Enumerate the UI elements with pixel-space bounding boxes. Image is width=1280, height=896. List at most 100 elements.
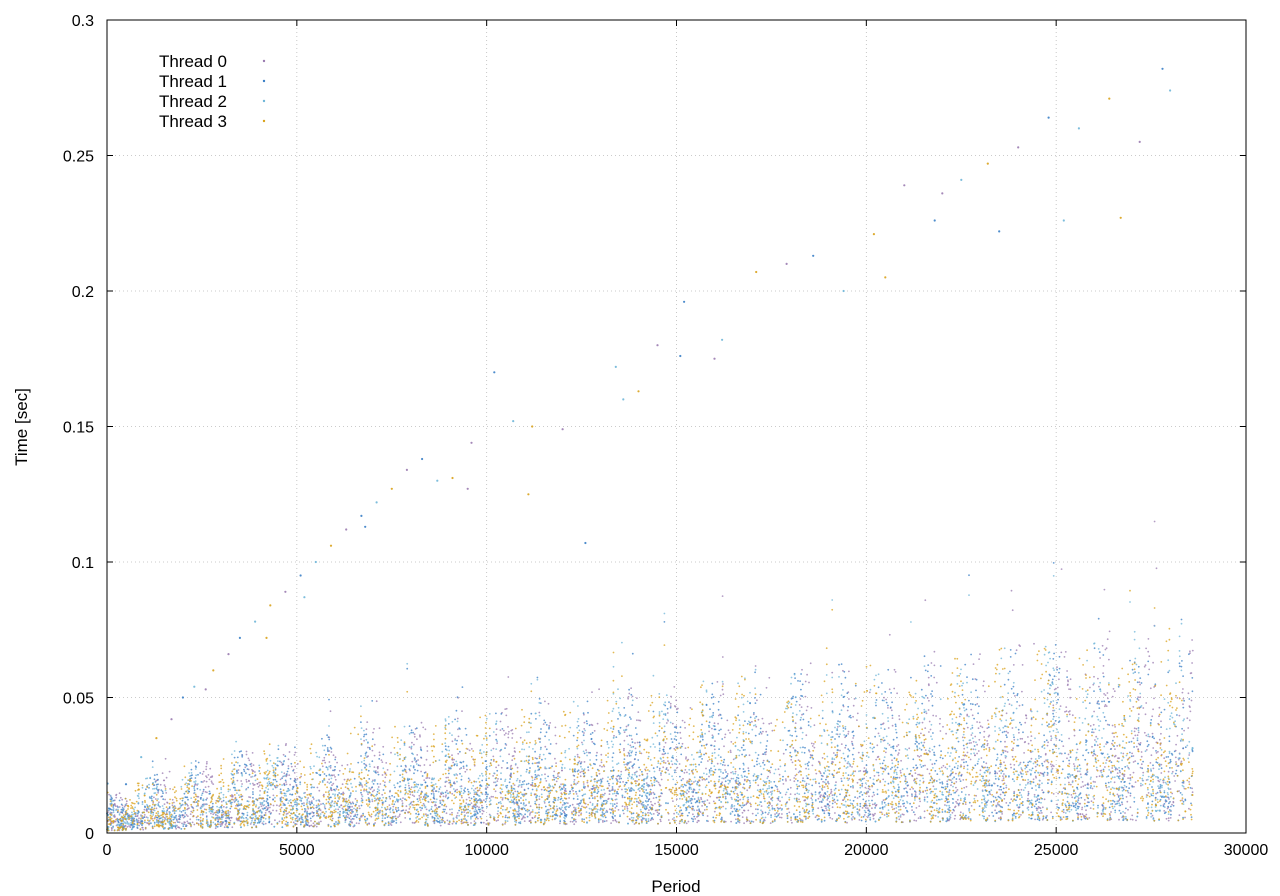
data-point xyxy=(1147,802,1149,804)
data-point xyxy=(986,740,988,742)
data-point xyxy=(165,776,168,779)
data-point xyxy=(612,819,614,822)
data-point xyxy=(702,814,704,817)
data-point xyxy=(891,717,894,719)
data-point xyxy=(743,779,746,782)
data-point xyxy=(957,804,960,807)
data-point xyxy=(976,762,979,765)
data-point xyxy=(298,817,301,820)
data-point xyxy=(799,698,802,700)
data-point xyxy=(673,738,676,740)
data-point xyxy=(983,730,986,733)
data-point xyxy=(175,827,178,830)
data-point xyxy=(334,768,336,771)
data-point xyxy=(531,782,534,784)
data-point xyxy=(150,795,153,798)
data-point xyxy=(632,745,635,748)
data-point xyxy=(367,769,370,772)
data-point xyxy=(462,765,465,768)
data-point xyxy=(808,750,811,753)
data-point xyxy=(541,758,543,761)
data-point xyxy=(186,820,189,823)
data-point xyxy=(873,746,875,749)
data-point xyxy=(1146,745,1149,748)
data-point xyxy=(892,747,895,750)
data-point xyxy=(230,816,233,819)
data-point xyxy=(992,795,995,798)
data-point xyxy=(828,814,831,817)
data-point xyxy=(794,677,796,679)
data-point xyxy=(955,786,957,789)
data-point xyxy=(846,821,848,824)
data-point xyxy=(1009,670,1011,673)
data-point xyxy=(805,767,807,770)
data-point xyxy=(1133,800,1136,803)
data-point xyxy=(730,777,733,780)
data-point xyxy=(852,816,854,818)
data-point xyxy=(742,768,745,770)
data-point xyxy=(482,810,485,813)
data-point xyxy=(364,752,367,755)
data-point xyxy=(958,756,960,758)
data-point xyxy=(1126,790,1129,792)
data-point xyxy=(347,807,350,810)
data-point xyxy=(146,808,148,810)
data-point xyxy=(294,781,297,784)
data-point xyxy=(252,764,255,766)
data-point xyxy=(1155,567,1158,570)
data-point xyxy=(214,827,217,830)
data-point xyxy=(741,816,744,818)
data-point xyxy=(1034,800,1037,803)
data-point xyxy=(671,741,674,743)
data-point xyxy=(1001,813,1003,815)
data-point xyxy=(222,810,225,813)
data-point xyxy=(1111,724,1114,727)
data-point xyxy=(122,808,125,810)
data-point xyxy=(1077,797,1080,800)
data-point xyxy=(976,752,978,755)
data-point xyxy=(583,818,585,821)
data-point xyxy=(1119,771,1121,774)
data-point xyxy=(495,738,498,741)
data-point xyxy=(676,711,679,714)
data-point xyxy=(309,812,312,815)
data-point xyxy=(1082,754,1084,757)
data-point xyxy=(586,700,589,703)
data-point xyxy=(1047,782,1049,785)
data-point xyxy=(384,776,387,779)
data-point xyxy=(607,782,610,785)
data-point xyxy=(411,741,413,744)
data-point xyxy=(770,814,772,817)
data-point xyxy=(959,811,962,814)
data-point xyxy=(1093,675,1095,678)
data-point xyxy=(416,798,419,801)
data-point xyxy=(538,798,541,800)
data-point xyxy=(528,809,530,812)
data-point xyxy=(417,764,420,767)
data-point xyxy=(629,744,632,747)
data-point xyxy=(502,805,505,808)
data-point xyxy=(882,722,885,725)
data-point xyxy=(404,764,407,767)
data-point xyxy=(955,772,957,775)
data-point xyxy=(977,727,980,730)
data-point xyxy=(834,812,836,814)
data-point xyxy=(657,814,659,816)
data-point xyxy=(441,816,444,819)
data-point xyxy=(794,749,796,751)
data-point xyxy=(252,770,255,772)
data-point xyxy=(1058,776,1061,779)
data-point xyxy=(1052,658,1055,660)
data-point xyxy=(486,786,489,789)
data-point xyxy=(544,805,547,808)
data-point xyxy=(417,783,420,786)
data-point xyxy=(1146,740,1149,743)
data-point xyxy=(1062,787,1065,789)
data-point xyxy=(572,797,575,800)
data-point xyxy=(360,793,363,796)
data-point xyxy=(945,732,947,735)
data-point xyxy=(1056,701,1058,704)
data-point xyxy=(555,742,558,745)
data-point xyxy=(658,729,661,732)
data-point xyxy=(950,784,952,787)
